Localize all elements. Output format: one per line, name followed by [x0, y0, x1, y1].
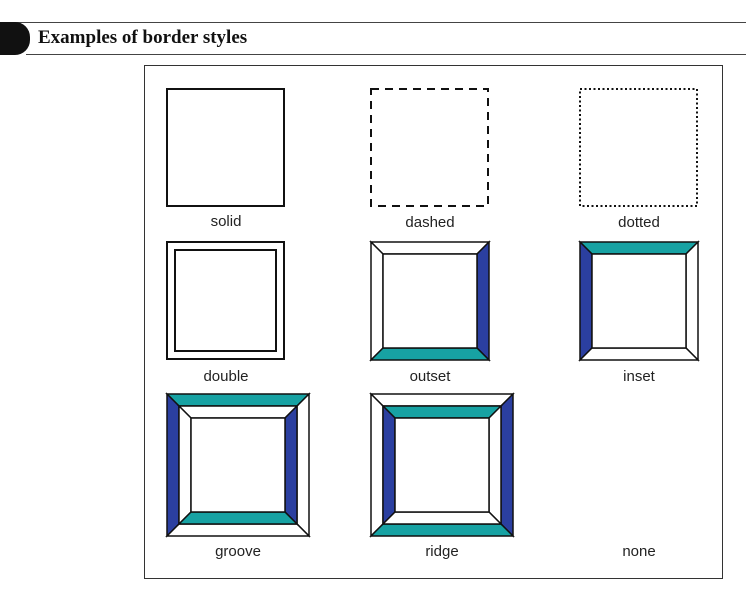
ridge-border-example [369, 392, 515, 538]
groove-border-example [165, 392, 311, 538]
label-dotted: dotted [618, 214, 660, 231]
label-dashed: dashed [405, 214, 455, 231]
section-title: Examples of border styles [38, 27, 248, 48]
label-double: double [203, 368, 249, 385]
header-rule-top [0, 22, 746, 23]
outset-border-example [369, 240, 491, 362]
label-outset: outset [409, 368, 451, 385]
label-solid: solid [210, 213, 242, 230]
label-none: none [622, 543, 656, 560]
label-inset: inset [623, 368, 655, 385]
label-ridge: ridge [425, 543, 459, 560]
dotted-border-example [579, 88, 698, 207]
solid-border-example [166, 88, 285, 207]
label-groove: groove [215, 543, 261, 560]
header-rule-bottom [26, 54, 746, 55]
inset-border-example [578, 240, 700, 362]
section-tab-marker [0, 22, 30, 55]
double-border-example [166, 241, 285, 360]
dashed-border-example [370, 88, 489, 207]
